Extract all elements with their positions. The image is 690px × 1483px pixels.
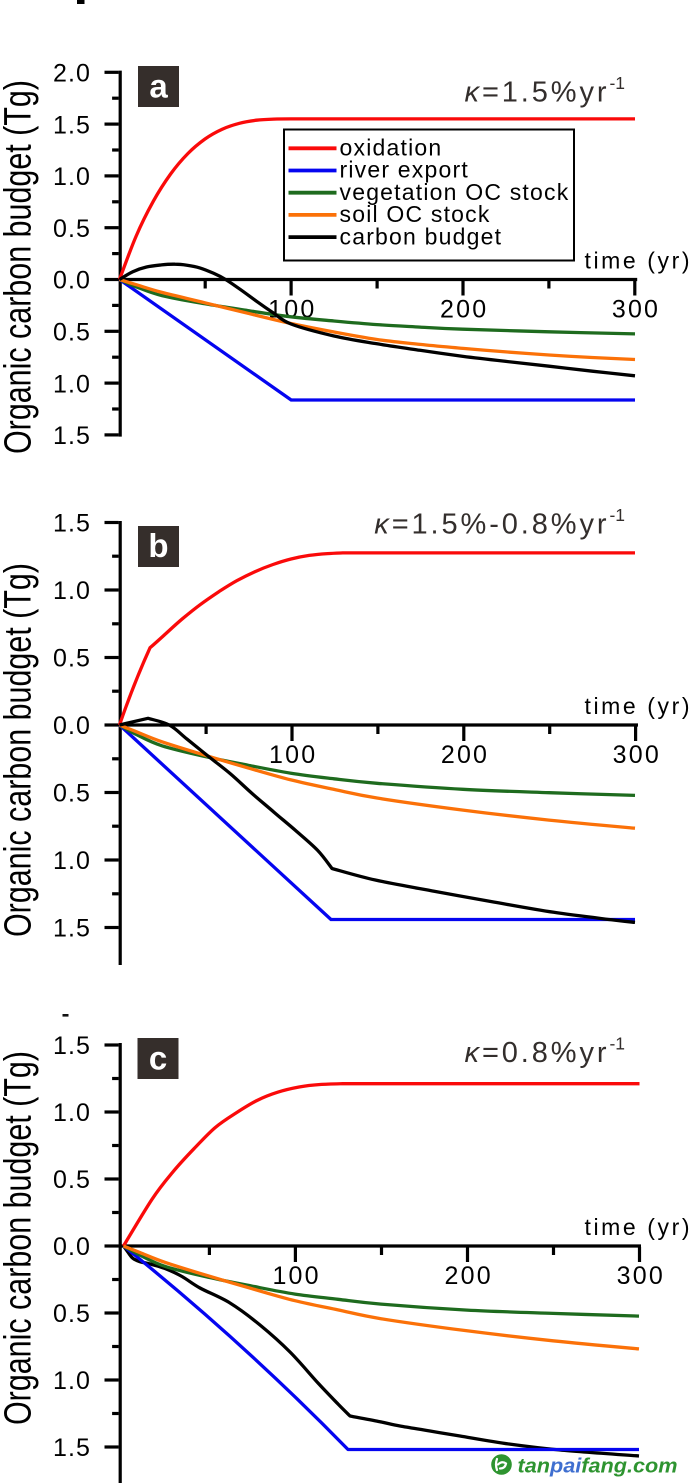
svg-text:vegetation OC stock: vegetation OC stock <box>340 179 570 205</box>
svg-text:1.0: 1.0 <box>53 847 91 875</box>
svg-text:0.5: 0.5 <box>53 319 91 347</box>
svg-text:1.5: 1.5 <box>53 422 91 450</box>
svg-text:0.0: 0.0 <box>53 1233 91 1261</box>
svg-text:300: 300 <box>617 1262 665 1290</box>
svg-text:1.5: 1.5 <box>53 111 91 139</box>
svg-text:1.0: 1.0 <box>53 163 91 191</box>
svg-text:a: a <box>149 68 168 105</box>
svg-text:300: 300 <box>613 741 661 769</box>
svg-text:0.0: 0.0 <box>53 712 91 740</box>
svg-text:Organic carbon budget (Tg): Organic carbon budget (Tg) <box>0 563 40 937</box>
svg-text:100: 100 <box>269 741 317 769</box>
svg-text:0.5: 0.5 <box>53 1166 91 1194</box>
svg-text:tanpaifang.com: tanpaifang.com <box>518 1456 678 1478</box>
svg-text:b: b <box>148 527 168 564</box>
svg-text:1.5: 1.5 <box>53 1434 91 1462</box>
svg-text:oxidation: oxidation <box>340 135 443 161</box>
svg-text:2.0: 2.0 <box>53 60 91 88</box>
svg-text:κ=0.8%yr-1: κ=0.8%yr-1 <box>465 1034 625 1070</box>
svg-text:carbon budget: carbon budget <box>340 223 503 249</box>
svg-text:1.5: 1.5 <box>53 510 91 538</box>
svg-text:κ=1.5%-0.8%yr-1: κ=1.5%-0.8%yr-1 <box>374 505 625 541</box>
svg-text:200: 200 <box>445 1262 493 1290</box>
svg-text:300: 300 <box>612 296 660 324</box>
svg-text:c: c <box>149 1040 167 1077</box>
svg-text:1.0: 1.0 <box>53 370 91 398</box>
svg-text:0.5: 0.5 <box>53 215 91 243</box>
svg-text:100: 100 <box>272 1262 320 1290</box>
svg-text:0.5: 0.5 <box>53 645 91 673</box>
svg-text:Organic carbon budget (Tg): Organic carbon budget (Tg) <box>0 80 40 454</box>
svg-text:1.0: 1.0 <box>53 1367 91 1395</box>
svg-text:200: 200 <box>440 296 488 324</box>
svg-text:200: 200 <box>441 741 489 769</box>
svg-text:0.5: 0.5 <box>53 1300 91 1328</box>
svg-text:κ=1.5%yr-1: κ=1.5%yr-1 <box>465 73 625 109</box>
svg-text:river export: river export <box>340 157 469 183</box>
svg-text:1.0: 1.0 <box>53 1099 91 1127</box>
svg-text:0.5: 0.5 <box>53 780 91 808</box>
svg-text:0.0: 0.0 <box>53 267 91 295</box>
svg-text:1.5: 1.5 <box>53 915 91 943</box>
svg-text:1.0: 1.0 <box>53 577 91 605</box>
svg-text:Organic carbon budget (Tg): Organic carbon budget (Tg) <box>0 1051 40 1425</box>
svg-text:1.5: 1.5 <box>53 1032 91 1060</box>
svg-text:tanpaifang.com: tanpaifang.com <box>518 1456 678 1478</box>
svg-text:soil OC stock: soil OC stock <box>340 201 491 227</box>
